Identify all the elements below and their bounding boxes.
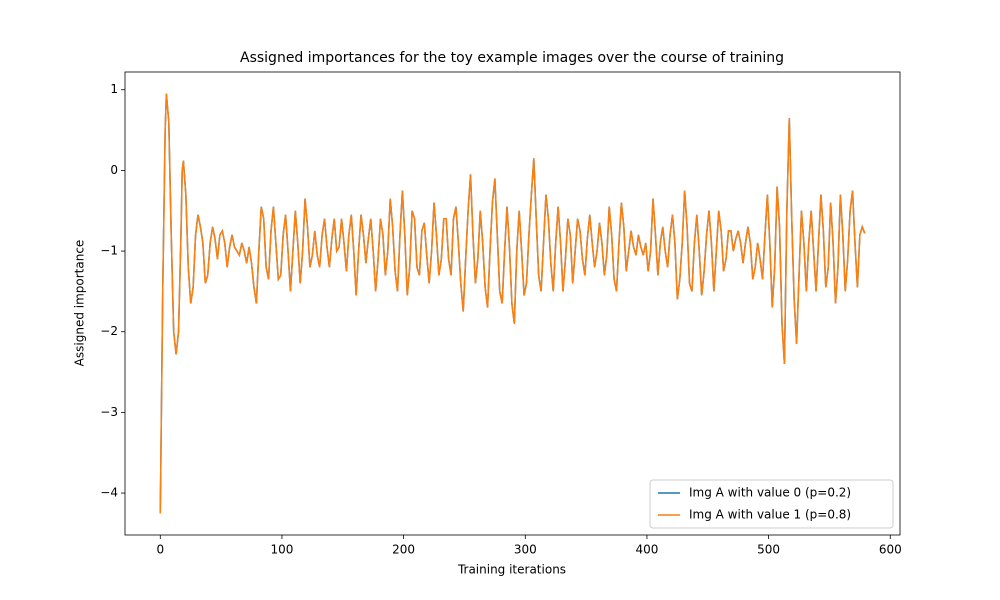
x-tick-label: 400 [635,543,658,557]
y-tick-label: −1 [100,244,118,258]
y-tick-label: −4 [100,486,118,500]
x-tick-label: 0 [156,543,164,557]
x-tick-label: 500 [757,543,780,557]
y-tick-label: 1 [110,82,118,96]
x-tick-label: 300 [514,543,537,557]
x-tick-label: 100 [270,543,293,557]
y-tick-label: −2 [100,324,118,338]
plot-frame [124,71,901,536]
legend-label: Img A with value 0 (p=0.2) [689,486,851,500]
x-tick-label: 600 [879,543,902,557]
series-line [159,93,866,514]
y-tick-label: −3 [100,405,118,419]
y-tick-label: 0 [110,163,118,177]
legend-label: Img A with value 1 (p=0.8) [689,508,851,522]
chart-title: Assigned importances for the toy example… [240,50,784,66]
x-axis-label: Training iterations [457,563,566,577]
x-tick-label: 200 [392,543,415,557]
legend-box [649,479,894,529]
y-axis-label: Assigned importance [73,240,87,367]
